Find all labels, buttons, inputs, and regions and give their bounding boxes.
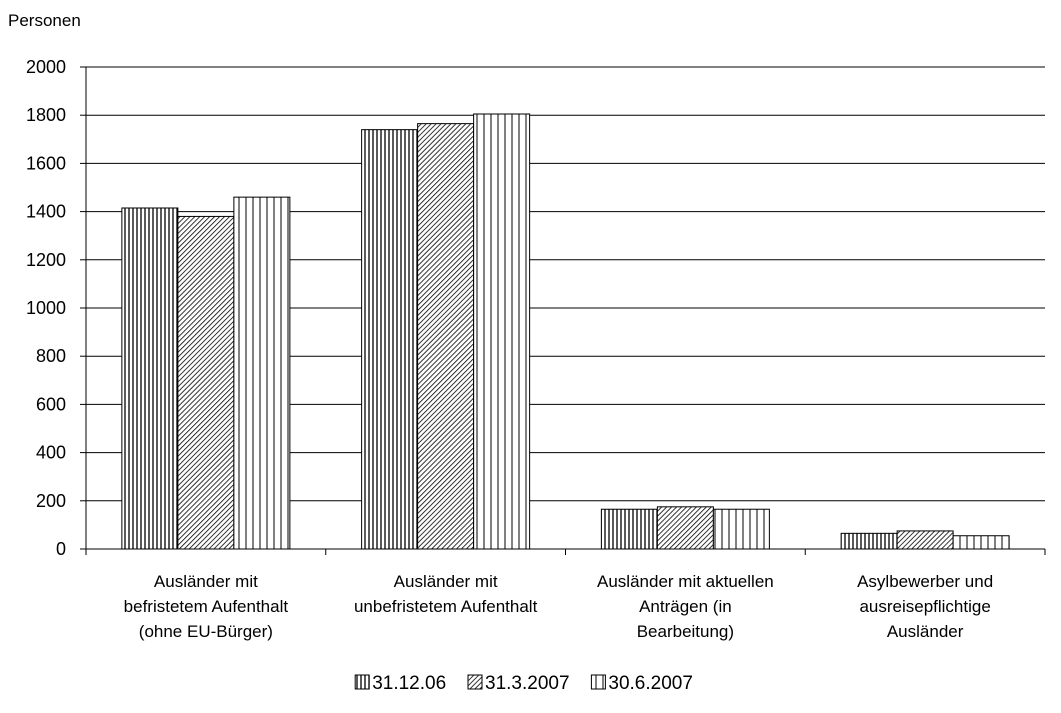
bar-31.3.2007 <box>177 215 235 550</box>
bar-31.3.2007 <box>896 530 954 550</box>
y-tick-label: 600 <box>36 394 66 414</box>
legend-swatch <box>467 674 483 690</box>
x-tick-label-line: Anträgen (in <box>639 597 732 616</box>
x-tick-label-line: Bearbeitung) <box>637 622 734 641</box>
bar-30.6.2007 <box>233 196 291 550</box>
x-tick-label: Ausländer mit unbefristetem Aufenthalt <box>354 572 538 616</box>
legend-label: 30.6.2007 <box>608 673 693 694</box>
x-tick-label-line: Ausländer mit aktuellen <box>597 572 774 591</box>
bar-30.6.2007 <box>952 535 1010 550</box>
legend-label: 31.3.2007 <box>485 673 570 694</box>
y-axis-title: Personen <box>8 11 81 30</box>
x-tick-label-line: Ausländer mit <box>154 572 258 591</box>
y-axis: 0 200 400 600 800 1000 1200 1400 1600 1800 2000 <box>26 57 86 559</box>
legend: 31.12.06 31.3.2007 30.6.2007 <box>354 673 693 694</box>
x-tick-label-line: Ausländer <box>887 622 964 641</box>
x-tick-label-line: Ausländer mit <box>394 572 498 591</box>
x-tick-label: Ausländer mit befristetem Aufenthalt (ohne… <box>124 572 289 641</box>
bar-31.3.2007 <box>656 506 714 550</box>
y-tick-label: 2000 <box>26 57 66 77</box>
x-tick-label-line: befristetem Aufenthalt <box>124 597 289 616</box>
bar-30.6.2007 <box>473 113 531 550</box>
bar-31.12.06 <box>361 129 419 550</box>
bar-31.12.06 <box>600 508 658 550</box>
y-tick-label: 1200 <box>26 250 66 270</box>
bars <box>121 113 1010 550</box>
x-tick-label-line: unbefristetem Aufenthalt <box>354 597 538 616</box>
x-tick-label-line: Asylbewerber und <box>857 572 993 591</box>
legend-label: 31.12.06 <box>372 673 446 694</box>
bar-31.12.06 <box>840 532 898 550</box>
x-tick-label-line: ausreisepflichtige <box>859 597 990 616</box>
bar-30.6.2007 <box>712 508 770 550</box>
y-tick-label: 1000 <box>26 298 66 318</box>
y-tick-label: 400 <box>36 443 66 463</box>
x-tick-label: Ausländer mit aktuellen Anträgen (in Bearb… <box>597 572 774 641</box>
y-tick-label: 200 <box>36 491 66 511</box>
y-tick-label: 0 <box>56 539 66 559</box>
y-tick-label: 1400 <box>26 202 66 222</box>
bar-31.12.06 <box>121 207 179 550</box>
x-axis-labels: Ausländer mit befristetem Aufenthalt (ohne… <box>124 572 994 641</box>
x-tick-label: Asylbewerber und ausreisepflichtige Auslän… <box>857 572 993 641</box>
y-tick-label: 800 <box>36 346 66 366</box>
legend-swatch <box>590 674 606 690</box>
y-tick-label: 1800 <box>26 105 66 125</box>
y-tick-label: 1600 <box>26 153 66 173</box>
legend-swatch <box>354 674 370 690</box>
x-axis <box>85 67 1046 555</box>
bar-31.3.2007 <box>417 123 475 550</box>
x-tick-label-line: (ohne EU-Bürger) <box>139 622 273 641</box>
